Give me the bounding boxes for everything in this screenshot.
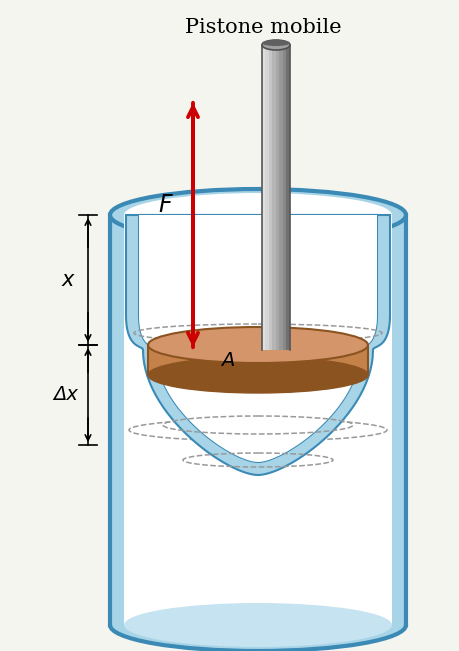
Polygon shape — [275, 45, 279, 350]
Polygon shape — [126, 215, 389, 475]
Polygon shape — [124, 215, 391, 625]
Polygon shape — [110, 215, 405, 625]
Text: F: F — [158, 193, 172, 217]
Text: x: x — [62, 270, 74, 290]
Ellipse shape — [262, 40, 289, 46]
Polygon shape — [265, 45, 269, 350]
Ellipse shape — [262, 40, 289, 50]
Polygon shape — [139, 215, 376, 462]
Polygon shape — [282, 45, 286, 350]
Ellipse shape — [148, 357, 367, 393]
Ellipse shape — [124, 193, 391, 237]
Polygon shape — [262, 45, 265, 350]
Text: Δx: Δx — [53, 385, 78, 404]
Polygon shape — [269, 45, 272, 350]
Ellipse shape — [110, 189, 405, 241]
Ellipse shape — [110, 599, 405, 651]
Polygon shape — [286, 45, 289, 350]
Polygon shape — [279, 45, 282, 350]
Ellipse shape — [124, 603, 391, 647]
Text: Pistone mobile: Pistone mobile — [184, 18, 341, 37]
Ellipse shape — [148, 327, 367, 363]
Polygon shape — [272, 45, 275, 350]
Text: A: A — [221, 352, 234, 370]
Polygon shape — [148, 345, 367, 375]
